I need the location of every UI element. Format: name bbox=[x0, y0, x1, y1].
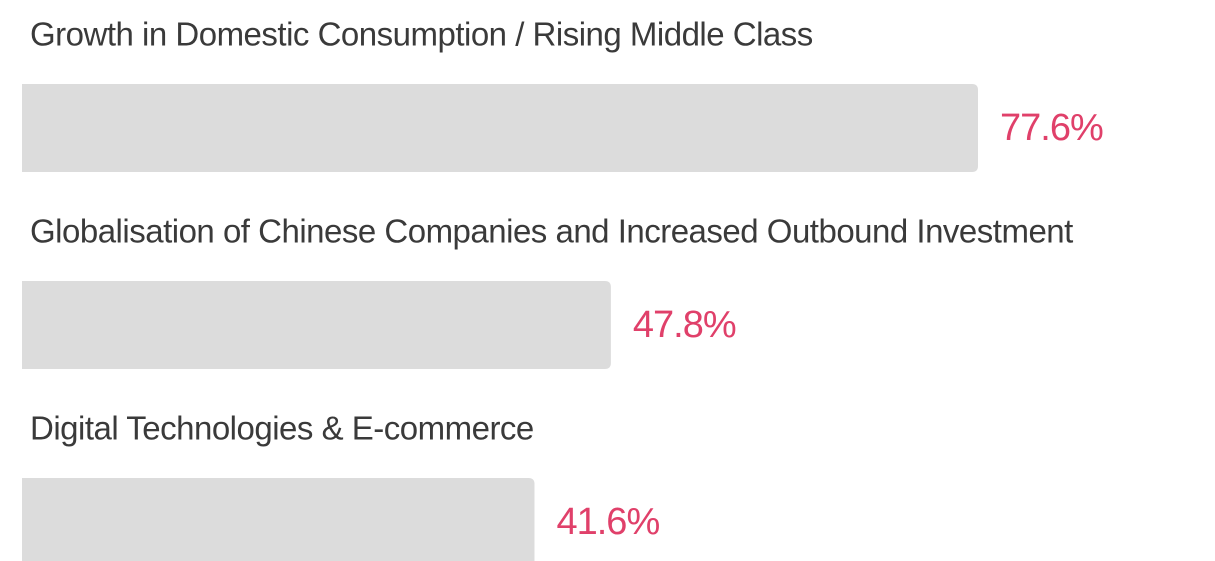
value-label: 41.6% bbox=[556, 501, 659, 543]
bar bbox=[22, 478, 535, 561]
bar bbox=[22, 84, 978, 172]
category-label: Growth in Domestic Consumption / Rising … bbox=[30, 16, 813, 53]
category-label: Globalisation of Chinese Companies and I… bbox=[30, 213, 1073, 250]
value-label: 47.8% bbox=[633, 304, 736, 346]
bar bbox=[22, 281, 611, 369]
category-label: Digital Technologies & E-commerce bbox=[30, 410, 534, 447]
value-label: 77.6% bbox=[1000, 107, 1103, 149]
